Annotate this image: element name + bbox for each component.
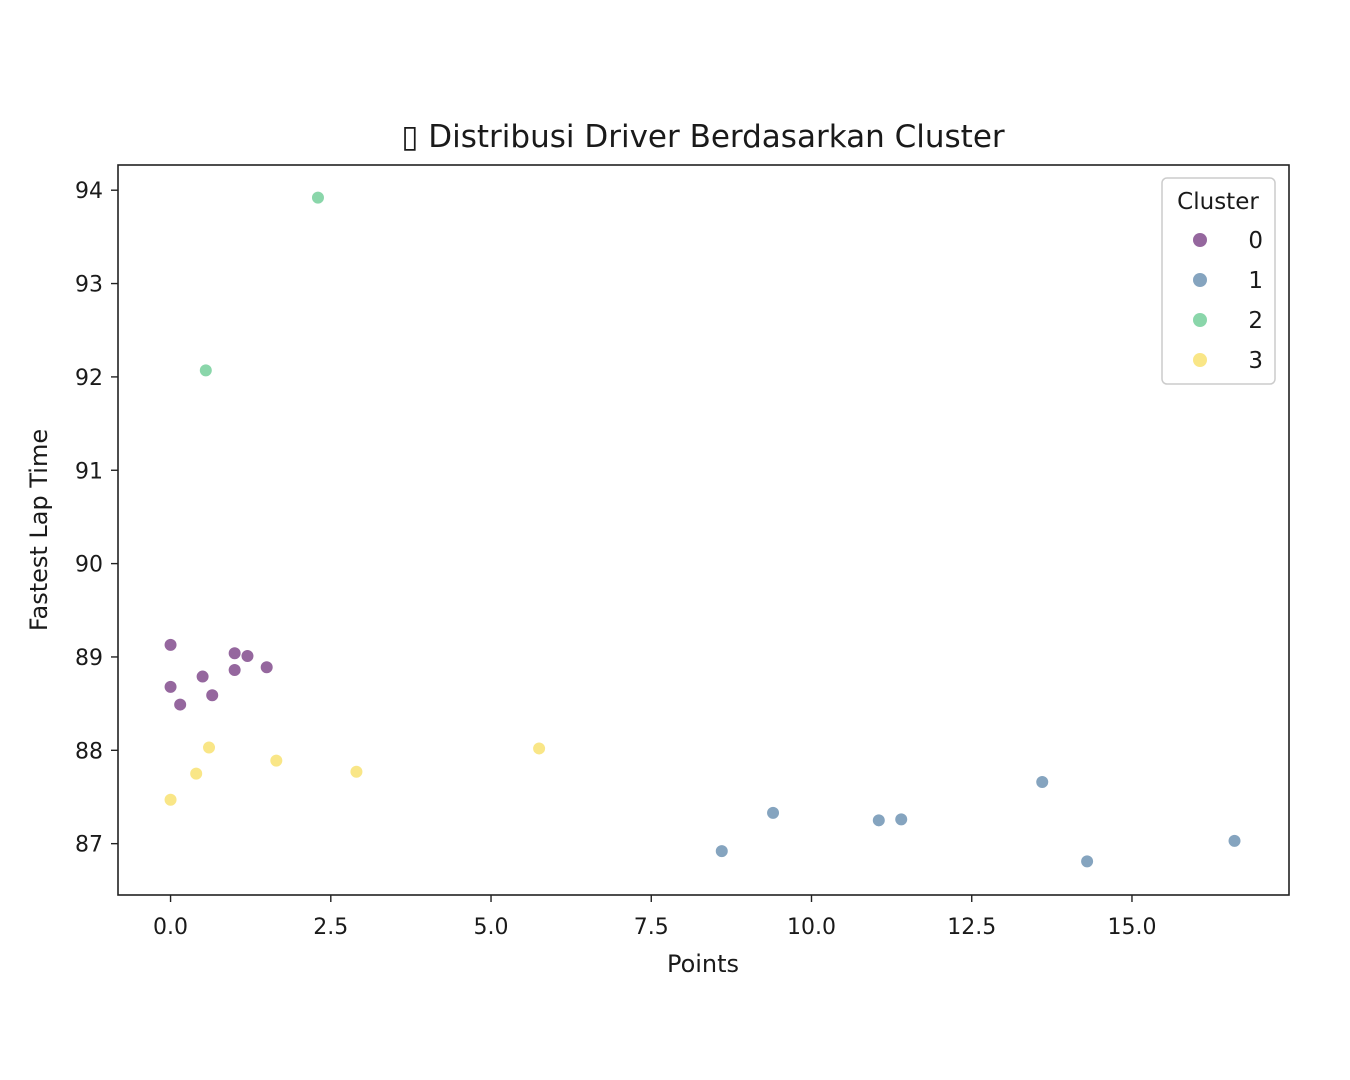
y-tick-label: 88 xyxy=(75,739,103,764)
y-tick-label: 87 xyxy=(75,833,103,858)
legend-label-2: 2 xyxy=(1248,308,1263,334)
data-point-cluster-2 xyxy=(310,190,325,205)
data-point-cluster-0 xyxy=(173,697,188,712)
legend-label-3: 3 xyxy=(1248,348,1263,374)
y-tick-label: 91 xyxy=(75,459,103,484)
y-tick-label: 94 xyxy=(75,179,103,204)
data-point-cluster-0 xyxy=(227,646,242,661)
x-axis-ticks: 0.0 2.5 5.0 7.5 10.0 12.5 15.0 xyxy=(153,895,1156,940)
x-axis-label: Points xyxy=(667,950,739,978)
legend-marker-3 xyxy=(1193,353,1207,367)
x-tick-label: 12.5 xyxy=(947,915,996,940)
y-axis-label: Fastest Lap Time xyxy=(25,429,53,631)
y-tick-label: 89 xyxy=(75,646,103,671)
legend-label-0: 0 xyxy=(1248,228,1263,254)
data-point-cluster-1 xyxy=(871,813,886,828)
data-point-cluster-1 xyxy=(894,812,909,827)
x-tick-label: 0.0 xyxy=(153,915,188,940)
data-point-cluster-2 xyxy=(198,363,213,378)
data-point-cluster-0 xyxy=(163,637,178,652)
data-point-cluster-3 xyxy=(532,741,547,756)
legend-box xyxy=(1161,177,1276,385)
x-tick-label: 15.0 xyxy=(1107,915,1156,940)
data-point-cluster-0 xyxy=(163,679,178,694)
y-axis-ticks: 87 88 89 90 91 92 93 94 xyxy=(75,179,118,858)
data-point-cluster-0 xyxy=(240,649,255,664)
data-point-cluster-3 xyxy=(349,764,364,779)
data-point-cluster-0 xyxy=(195,669,210,684)
data-point-cluster-3 xyxy=(163,792,178,807)
legend: Cluster 0 1 2 3 xyxy=(1161,177,1276,385)
plot-area xyxy=(117,164,1290,896)
data-point-cluster-3 xyxy=(202,740,217,755)
data-point-cluster-1 xyxy=(1035,775,1050,790)
data-point-cluster-1 xyxy=(1227,833,1242,848)
y-tick-label: 90 xyxy=(75,553,103,578)
data-point-cluster-0 xyxy=(259,660,274,675)
data-point-cluster-1 xyxy=(1080,854,1095,869)
data-points xyxy=(163,190,1242,869)
x-tick-label: 2.5 xyxy=(313,915,348,940)
x-tick-label: 7.5 xyxy=(634,915,669,940)
legend-marker-0 xyxy=(1193,233,1207,247)
legend-marker-1 xyxy=(1193,273,1207,287)
data-point-cluster-0 xyxy=(227,663,242,678)
data-point-cluster-3 xyxy=(189,766,204,781)
chart-title: ▯ Distribusi Driver Berdasarkan Cluster xyxy=(401,119,1005,155)
y-tick-label: 92 xyxy=(75,366,103,391)
y-tick-label: 93 xyxy=(75,273,103,298)
data-point-cluster-1 xyxy=(766,805,781,820)
legend-entries: 0 1 2 3 xyxy=(1193,228,1263,374)
legend-marker-2 xyxy=(1193,313,1207,327)
legend-label-1: 1 xyxy=(1248,268,1263,294)
data-point-cluster-0 xyxy=(205,688,220,703)
data-point-cluster-1 xyxy=(714,844,729,859)
x-tick-label: 10.0 xyxy=(787,915,836,940)
legend-title: Cluster xyxy=(1177,189,1259,215)
data-point-cluster-3 xyxy=(269,753,284,768)
x-tick-label: 5.0 xyxy=(474,915,509,940)
